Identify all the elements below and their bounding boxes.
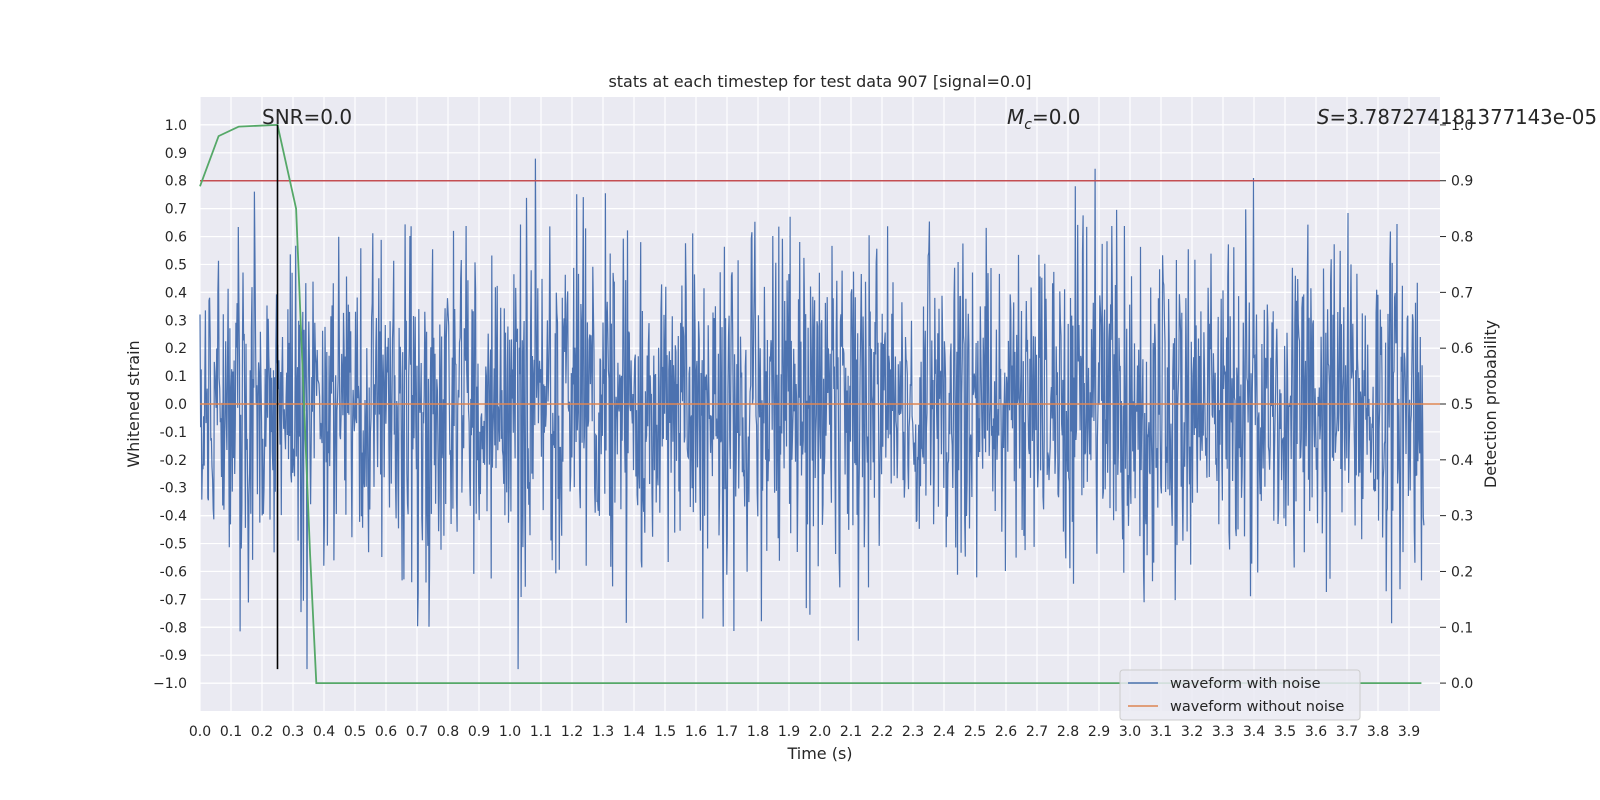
x-tick-label: 1.5: [654, 724, 676, 740]
chart-title: stats at each timestep for test data 907…: [608, 72, 1031, 91]
y-left-tick-label: 0.7: [165, 202, 187, 218]
y-left-tick-label: 0.9: [165, 146, 187, 162]
y-axis-right-label: Detection probability: [1481, 320, 1500, 488]
x-tick-label: 3.2: [1181, 724, 1203, 740]
y-axis-left-label: Whitened strain: [124, 340, 143, 467]
series-waveform-with-noise: [199, 158, 1425, 670]
x-tick-label: 2.8: [1057, 724, 1079, 740]
x-tick-label: 0.0: [189, 724, 211, 740]
x-tick-label: 0.6: [375, 724, 397, 740]
x-tick-label: 0.2: [251, 724, 273, 740]
x-tick-label: 3.9: [1398, 724, 1420, 740]
s-value: =3.787274181377143e-05: [1330, 105, 1597, 129]
legend-label-waveform-with-noise: waveform with noise: [1170, 676, 1321, 692]
x-tick-label: 2.0: [809, 724, 831, 740]
y-right-tick-label: 1.0: [1451, 118, 1473, 134]
x-tick-label: 0.3: [282, 724, 304, 740]
x-tick-label: 2.3: [902, 724, 924, 740]
x-tick-label: 3.8: [1367, 724, 1389, 740]
s-annotation: S=3.787274181377143e-05: [1317, 105, 1597, 129]
y-left-tick-label: 0.3: [165, 313, 187, 329]
y-left-tick-label: 0.0: [165, 397, 187, 413]
x-tick-label: 1.2: [561, 724, 583, 740]
x-tick-label: 2.6: [995, 724, 1017, 740]
x-tick-label: 2.4: [933, 724, 955, 740]
x-tick-label: 3.1: [1150, 724, 1172, 740]
y-left-tick-label: -0.7: [160, 592, 187, 608]
y-left-tick-label: 0.2: [165, 341, 187, 357]
x-tick-label: 1.6: [685, 724, 707, 740]
x-tick-label: 1.9: [778, 724, 800, 740]
x-tick-label: 3.6: [1305, 724, 1327, 740]
y-left-tick-label: 1.0: [165, 118, 187, 134]
y-left-tick-label: -0.2: [160, 453, 187, 469]
x-tick-label: 2.2: [871, 724, 893, 740]
y-left-tick-label: -0.5: [160, 537, 187, 553]
y-left-tick-label: -0.1: [160, 425, 187, 441]
y-left-tick-label: -0.6: [160, 564, 187, 580]
y-left-tick-label: 0.8: [165, 174, 187, 190]
mc-subscript: c: [1024, 117, 1032, 133]
y-right-tick-label: 0.1: [1451, 620, 1473, 636]
y-axis-left-ticks: 1.0 0.9 0.8 0.7 0.6 0.5 0.4 0.3 0.2 0.1 0.0 -0.1 -0.…: [153, 118, 187, 692]
y-left-tick-label: −1.0: [153, 676, 187, 692]
x-tick-label: 0.1: [220, 724, 242, 740]
legend-label-waveform-without-noise: waveform without noise: [1170, 699, 1344, 715]
x-tick-label: 1.7: [716, 724, 738, 740]
chirp-mass-annotation: Mc=0.0: [1007, 105, 1081, 133]
x-tick-label: 2.5: [964, 724, 986, 740]
mc-value: =0.0: [1032, 105, 1081, 129]
x-tick-label: 2.9: [1088, 724, 1110, 740]
y-left-tick-label: -0.4: [160, 509, 187, 525]
x-tick-label: 3.7: [1336, 724, 1358, 740]
x-tick-label: 1.1: [530, 724, 552, 740]
y-right-tick-label: 0.6: [1451, 341, 1473, 357]
x-tick-label: 1.8: [747, 724, 769, 740]
x-tick-label: 0.7: [406, 724, 428, 740]
x-axis-label: Time (s): [786, 744, 852, 763]
legend-box: [1119, 669, 1361, 721]
x-tick-label: 3.5: [1274, 724, 1296, 740]
y-left-tick-label: -0.8: [160, 620, 187, 636]
snr-annotation: SNR=0.0: [262, 105, 352, 129]
x-axis-ticks: 0.0 0.1 0.2 0.3 0.4 0.5 0.6 0.7 0.8 0.9 1.0 1.1 1.2 1…: [189, 724, 1420, 740]
x-tick-label: 1.3: [592, 724, 614, 740]
x-tick-label: 1.0: [499, 724, 521, 740]
y-left-tick-label: 0.5: [165, 257, 187, 273]
y-right-tick-label: 0.9: [1451, 174, 1473, 190]
y-right-tick-label: 0.4: [1451, 453, 1473, 469]
y-left-tick-label: -0.3: [160, 481, 187, 497]
x-tick-label: 3.3: [1212, 724, 1234, 740]
y-left-tick-label: 0.4: [165, 285, 187, 301]
y-right-tick-label: 0.8: [1451, 230, 1473, 246]
x-tick-label: 2.1: [840, 724, 862, 740]
y-right-tick-label: 0.5: [1451, 397, 1473, 413]
x-tick-label: 0.8: [437, 724, 459, 740]
y-left-tick-label: 0.1: [165, 369, 187, 385]
x-tick-label: 3.4: [1243, 724, 1265, 740]
mc-symbol: M: [1007, 105, 1024, 129]
y-axis-right-ticks: 1.0 0.9 0.8 0.7 0.6 0.5 0.4 0.3 0.2 0.1 0.0: [1440, 118, 1473, 692]
x-tick-label: 0.9: [468, 724, 490, 740]
x-tick-label: 3.0: [1119, 724, 1141, 740]
x-tick-label: 1.4: [623, 724, 645, 740]
y-right-tick-label: 0.0: [1451, 676, 1473, 692]
x-tick-label: 0.5: [344, 724, 366, 740]
s-symbol: S: [1317, 105, 1330, 129]
y-right-tick-label: 0.2: [1451, 564, 1473, 580]
x-tick-label: 0.4: [313, 724, 335, 740]
legend: waveform with noise waveform without noi…: [1119, 669, 1361, 721]
y-left-tick-label: 0.6: [165, 230, 187, 246]
y-right-tick-label: 0.3: [1451, 509, 1473, 525]
series-detection-probability: [199, 123, 1422, 684]
y-right-tick-label: 0.7: [1451, 285, 1473, 301]
x-tick-label: 2.7: [1026, 724, 1048, 740]
y-left-tick-label: -0.9: [160, 648, 187, 664]
